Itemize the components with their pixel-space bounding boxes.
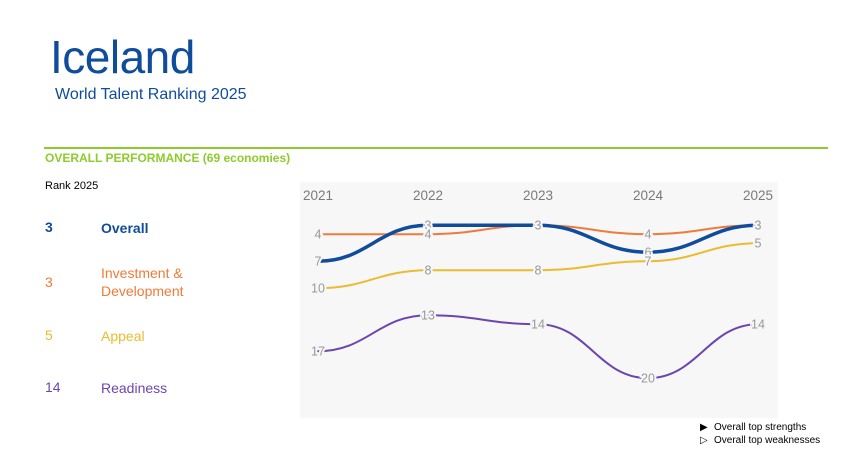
data-point-label: 14 — [531, 318, 545, 332]
data-point-label: 4 — [645, 228, 652, 242]
data-point-label: 8 — [425, 264, 432, 278]
category-label: Overall — [101, 220, 149, 236]
legend-weaknesses-label: Overall top weaknesses — [714, 435, 821, 446]
data-point-label: 5 — [755, 237, 762, 251]
category-label: Readiness — [101, 380, 168, 396]
data-point-label: 7 — [315, 255, 322, 269]
category-rank: 3 — [45, 274, 53, 290]
data-point-label: 13 — [421, 309, 435, 323]
data-point-label: 3 — [425, 219, 432, 233]
rank-heading: Rank 2025 — [45, 180, 99, 192]
series-line-overall — [316, 223, 760, 263]
category-rank: 3 — [45, 219, 53, 235]
data-point-label: 3 — [755, 219, 762, 233]
data-point-label: 14 — [751, 318, 765, 332]
page-title: Iceland — [50, 31, 195, 83]
data-point-label: 6 — [645, 246, 652, 260]
data-point-label: 3 — [535, 219, 542, 233]
legend-strengths: ▶ Overall top strengths — [700, 422, 806, 433]
plot-background — [300, 182, 778, 418]
series-line-readiness — [317, 314, 759, 380]
data-point-label: 3 — [535, 219, 542, 233]
x-tick-label: 2025 — [743, 188, 773, 203]
legend-weaknesses: ▷ Overall top weaknesses — [700, 435, 820, 446]
category-label: Appeal — [101, 328, 145, 344]
x-tick-label: 2024 — [633, 188, 664, 203]
category-rank: 5 — [45, 327, 53, 343]
data-point-label: 4 — [315, 228, 322, 242]
data-point-label: 7 — [645, 255, 652, 269]
x-tick-label: 2022 — [413, 188, 443, 203]
x-tick-label: 2023 — [523, 188, 553, 203]
filled-triangle-icon: ▶ — [700, 422, 708, 433]
data-point-label: 3 — [755, 219, 762, 233]
category-rank: 14 — [45, 379, 61, 395]
data-point-label: 20 — [641, 372, 655, 386]
data-point-label: 17 — [311, 345, 325, 359]
section-divider — [44, 147, 828, 149]
data-point-label: 4 — [425, 228, 432, 242]
data-point-label: 10 — [311, 282, 325, 296]
outline-triangle-icon: ▷ — [700, 435, 708, 446]
page-subtitle: World Talent Ranking 2025 — [55, 86, 247, 103]
section-heading: OVERALL PERFORMANCE (69 economies) — [45, 151, 291, 165]
data-point-label: 8 — [535, 264, 542, 278]
x-tick-label: 2021 — [303, 188, 333, 203]
legend-strengths-label: Overall top strengths — [714, 422, 807, 433]
category-label: Investment & Development — [101, 265, 184, 299]
series-line-appeal — [317, 242, 759, 290]
